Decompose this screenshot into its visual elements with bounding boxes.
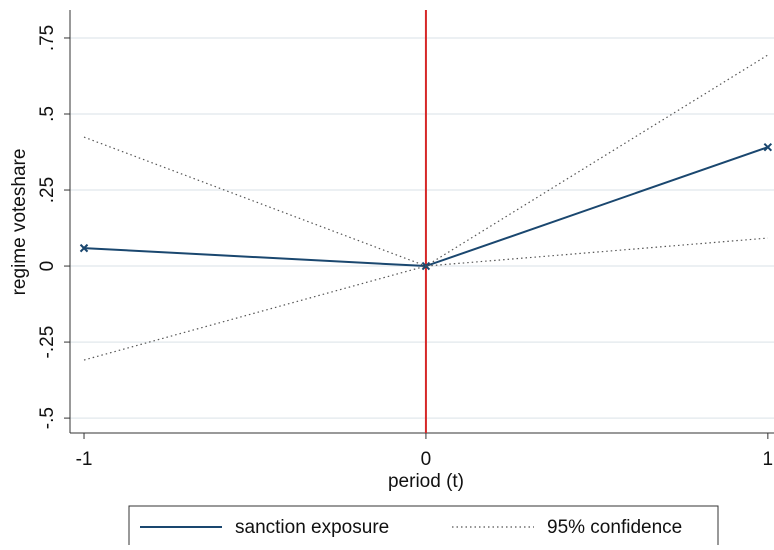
y-tick-label: -.5 bbox=[37, 407, 58, 429]
x-tick-label: -1 bbox=[76, 449, 93, 470]
y-tick-label: .5 bbox=[37, 106, 58, 122]
legend-label: sanction exposure bbox=[235, 517, 389, 538]
legend-label: 95% confidence bbox=[547, 517, 682, 538]
confidence-line bbox=[83, 237, 768, 361]
marker bbox=[763, 142, 773, 152]
x-axis-label: period (t) bbox=[388, 471, 464, 492]
x-tick-label: 1 bbox=[763, 449, 774, 470]
y-tick-label: -.25 bbox=[37, 326, 58, 359]
y-tick-label: 0 bbox=[37, 261, 58, 272]
y-tick-label: .25 bbox=[37, 177, 58, 203]
legend-box bbox=[128, 505, 719, 550]
y-tick-label: .75 bbox=[37, 25, 58, 51]
x-tick-label: 0 bbox=[421, 449, 432, 470]
confidence-line bbox=[83, 54, 769, 267]
marker bbox=[79, 243, 89, 253]
y-axis-label: regime voteshare bbox=[9, 149, 30, 296]
